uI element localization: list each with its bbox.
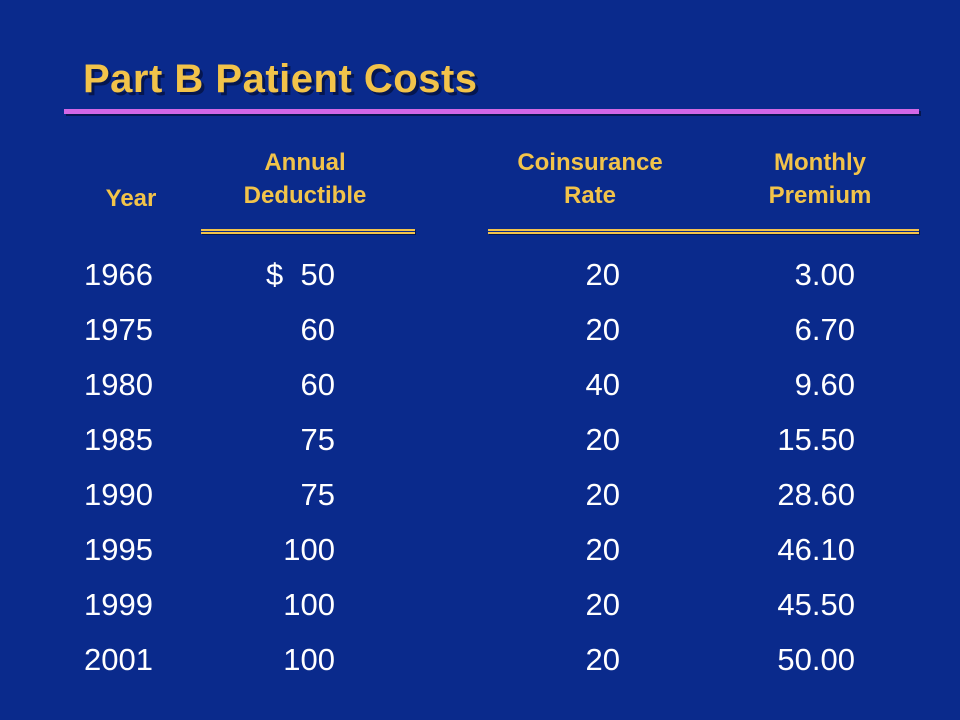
table-row: 1966 $ 50 20 3.00: [0, 253, 960, 308]
cell-coinsurance-rate: 20: [585, 642, 620, 677]
table-row: 1995 100 20 46.10: [0, 528, 960, 583]
rate-premium-header-rule: [488, 229, 919, 234]
slide-title: Part B Patient Costs: [83, 57, 478, 101]
cell-coinsurance-rate: 20: [585, 477, 620, 512]
cell-year: 2001: [84, 642, 153, 677]
cell-coinsurance-rate: 20: [585, 312, 620, 347]
cell-coinsurance-rate: 20: [585, 587, 620, 622]
cell-coinsurance-rate: 20: [585, 532, 620, 567]
table-row: 1990 75 20 28.60: [0, 473, 960, 528]
table-row: 1985 75 20 15.50: [0, 418, 960, 473]
column-header-coinsurance-line-2: Rate: [563, 182, 617, 209]
cell-deductible: 100: [283, 587, 335, 622]
cell-coinsurance-rate: 40: [585, 367, 620, 402]
deductible-header-rule: [201, 229, 415, 234]
cell-year: 1966: [84, 257, 153, 292]
cell-year: 1999: [84, 587, 153, 622]
title-underline: [64, 109, 919, 114]
column-header-coinsurance-line-1: Coinsurance: [517, 149, 663, 176]
cell-year: 1975: [84, 312, 153, 347]
cost-table-body: 1966 $ 50 20 3.00 1975 60 20 6.70 1980 6…: [0, 253, 960, 693]
cell-monthly-premium: 15.50: [777, 422, 855, 457]
cell-deductible: 75: [300, 422, 335, 457]
cell-monthly-premium: 50.00: [777, 642, 855, 677]
cell-year: 1985: [84, 422, 153, 457]
cell-deductible: 60: [300, 367, 335, 402]
cell-coinsurance-rate: 20: [585, 422, 620, 457]
table-row: 1975 60 20 6.70: [0, 308, 960, 363]
table-row: 2001 100 20 50.00: [0, 638, 960, 693]
cell-coinsurance-rate: 20: [585, 257, 620, 292]
cell-monthly-premium: 3.00: [794, 257, 855, 292]
cell-monthly-premium: 28.60: [777, 477, 855, 512]
cell-year: 1990: [84, 477, 153, 512]
cell-monthly-premium: 6.70: [794, 312, 855, 347]
cell-deductible: 100: [283, 642, 335, 677]
column-header-year-line: Year: [105, 185, 157, 212]
cell-deductible: 75: [300, 477, 335, 512]
column-header-premium-line-2: Premium: [768, 182, 872, 209]
cell-deductible: $ 50: [266, 257, 335, 292]
column-header-monthly-premium: Monthly Premium: [735, 146, 905, 212]
cell-year: 1980: [84, 367, 153, 402]
column-header-deductible-line-1: Annual: [264, 149, 346, 176]
table-row: 1980 60 40 9.60: [0, 363, 960, 418]
cell-monthly-premium: 9.60: [794, 367, 855, 402]
cell-monthly-premium: 46.10: [777, 532, 855, 567]
column-header-premium-line-1: Monthly: [774, 149, 866, 176]
table-row: 1999 100 20 45.50: [0, 583, 960, 638]
column-header-annual-deductible: Annual Deductible: [200, 146, 410, 212]
cell-deductible: 100: [283, 532, 335, 567]
cell-monthly-premium: 45.50: [777, 587, 855, 622]
column-header-deductible-line-2: Deductible: [243, 182, 367, 209]
column-header-year: Year: [90, 182, 172, 215]
cell-year: 1995: [84, 532, 153, 567]
cell-deductible: 60: [300, 312, 335, 347]
column-header-coinsurance-rate: Coinsurance Rate: [480, 146, 700, 212]
